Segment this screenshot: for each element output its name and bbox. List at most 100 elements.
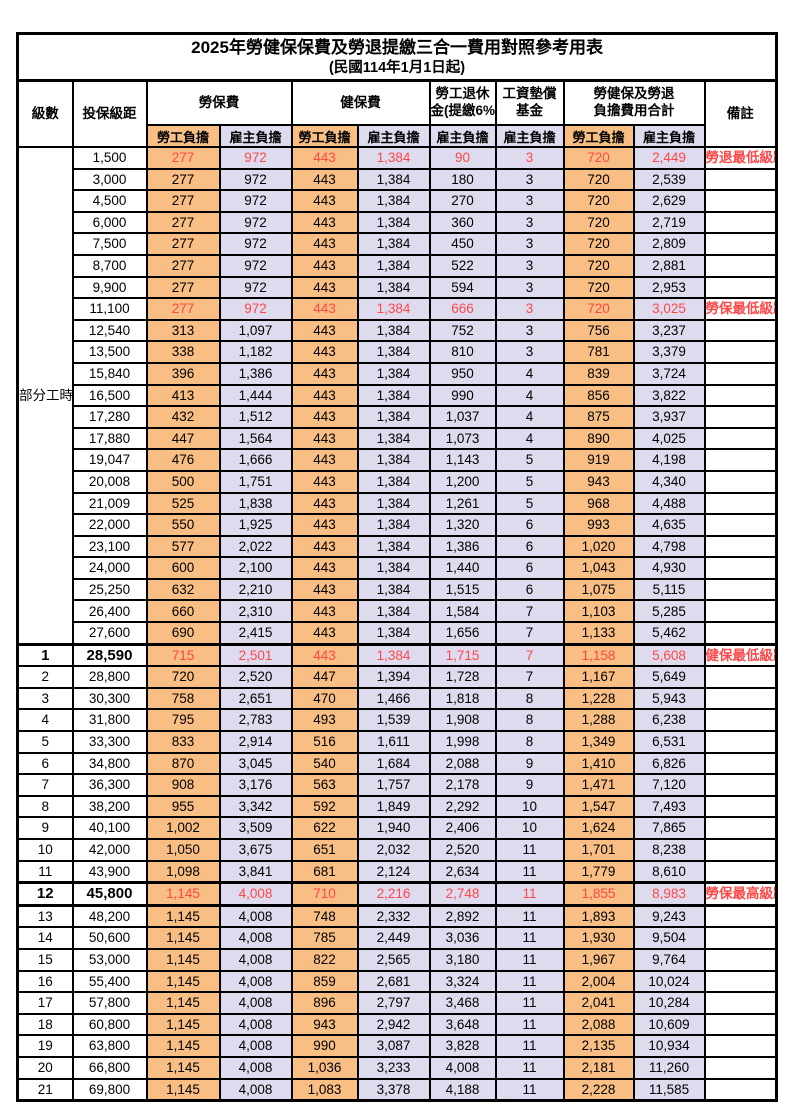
cell-wage-fund-employer: 3	[494, 253, 565, 278]
subheader-health-employer: 雇主負擔	[356, 124, 431, 148]
cell-health-employee: 1,036	[290, 1055, 359, 1080]
cell-bracket: 27,600	[71, 621, 148, 646]
cell-pension-employer: 1,073	[428, 426, 497, 451]
subheader-labor-employee: 勞工負擔	[145, 124, 221, 148]
cell-health-employer: 1,611	[356, 730, 431, 754]
cell-health-employee: 443	[290, 599, 359, 624]
cell-wage-fund-employer: 11	[494, 1055, 565, 1080]
table-row: 16,500 413 1,444 443 1,384 990 4 856 3,822	[18, 383, 778, 408]
cell-wage-fund-employer: 7	[494, 642, 565, 668]
cell-bracket: 8,700	[71, 253, 148, 278]
cell-health-employee: 443	[290, 577, 359, 602]
table-row: 4 31,800 795 2,783 493 1,539 1,908 8 1,288 6,238	[16, 708, 778, 733]
cell-pension-employer: 1,143	[428, 448, 497, 472]
cell-total-employer: 10,024	[632, 969, 706, 994]
cell-pension-employer: 2,892	[428, 904, 497, 929]
cell-health-employee: 1,083	[290, 1077, 359, 1102]
cell-total-employee: 1,893	[562, 904, 635, 929]
cell-health-employee: 443	[290, 405, 359, 429]
cell-labor-employer: 972	[218, 275, 293, 300]
cell-level: 18	[16, 1012, 74, 1037]
cell-remark: 勞保最低級距	[703, 297, 778, 321]
cell-labor-employee: 413	[145, 383, 221, 408]
table-row: 23,100 577 2,022 443 1,384 1,386 6 1,020 4,798	[18, 534, 778, 559]
cell-remark	[703, 991, 778, 1015]
cell-bracket: 38,200	[71, 794, 148, 819]
cell-level: 3	[16, 686, 74, 711]
cell-total-employer: 6,238	[632, 708, 706, 733]
cell-total-employer: 2,629	[632, 189, 706, 213]
cell-labor-employee: 277	[145, 189, 221, 213]
cell-level: 15	[16, 947, 74, 972]
header-pension-line1: 勞工退休	[435, 86, 490, 102]
cell-health-employer: 2,942	[356, 1012, 431, 1037]
cell-pension-employer: 1,908	[428, 708, 497, 733]
table-row: 20,008 500 1,751 443 1,384 1,200 5 943 4,340	[18, 469, 778, 494]
cell-level: 2	[16, 665, 74, 689]
cell-wage-fund-employer: 6	[494, 534, 565, 559]
cell-labor-employee: 1,145	[145, 947, 221, 972]
cell-health-employee: 622	[290, 816, 359, 840]
cell-health-employee: 748	[290, 904, 359, 929]
cell-pension-employer: 1,440	[428, 556, 497, 580]
cell-labor-employer: 4,008	[218, 1034, 293, 1058]
cell-labor-employee: 476	[145, 448, 221, 472]
cell-pension-employer: 2,634	[428, 859, 497, 884]
cell-remark	[703, 1012, 778, 1037]
cell-labor-employer: 1,925	[218, 513, 293, 537]
cell-total-employer: 8,238	[632, 838, 706, 862]
cell-total-employer: 4,798	[632, 534, 706, 559]
table-row: 14 50,600 1,145 4,008 785 2,449 3,036 11 1,930 9,…	[16, 926, 778, 950]
cell-health-employee: 822	[290, 947, 359, 972]
cell-total-employer: 2,809	[632, 232, 706, 256]
subheader-wage-fund-employer: 雇主負擔	[494, 124, 565, 148]
table-row: 7,500 277 972 443 1,384 450 3 720 2,809	[18, 232, 778, 256]
cell-pension-employer: 3,180	[428, 947, 497, 972]
cell-level: 10	[16, 838, 74, 862]
cell-total-employee: 875	[562, 405, 635, 429]
cell-bracket: 48,200	[71, 904, 148, 929]
table-row: 12 45,800 1,145 4,008 710 2,216 2,748 11 1,855 8,…	[16, 881, 778, 907]
cell-health-employee: 443	[290, 146, 359, 170]
cell-labor-employer: 1,564	[218, 426, 293, 451]
page-subtitle: (民國114年1月1日起)	[328, 59, 466, 76]
cell-health-employer: 1,384	[356, 297, 431, 321]
cell-health-employee: 443	[290, 534, 359, 559]
cell-pension-employer: 270	[428, 189, 497, 213]
cell-labor-employer: 1,182	[218, 340, 293, 364]
cell-health-employer: 3,233	[356, 1055, 431, 1080]
cell-health-employee: 443	[290, 340, 359, 364]
cell-total-employer: 4,198	[632, 448, 706, 472]
cell-total-employee: 720	[562, 210, 635, 235]
header-wage-fund-line2: 基金	[516, 103, 543, 118]
table-row: 3,000 277 972 443 1,384 180 3 720 2,539	[18, 167, 778, 192]
cell-labor-employer: 1,838	[218, 491, 293, 516]
table-row: 26,400 660 2,310 443 1,384 1,584 7 1,103 5,285	[18, 599, 778, 624]
cell-wage-fund-employer: 9	[494, 773, 565, 797]
cell-labor-employee: 338	[145, 340, 221, 364]
cell-pension-employer: 1,320	[428, 513, 497, 537]
cell-remark	[703, 599, 778, 624]
cell-pension-employer: 810	[428, 340, 497, 364]
cell-labor-employee: 795	[145, 708, 221, 733]
cell-total-employee: 968	[562, 491, 635, 516]
cell-labor-employer: 972	[218, 210, 293, 235]
cell-total-employee: 943	[562, 469, 635, 494]
cell-remark	[703, 275, 778, 300]
cell-pension-employer: 3,036	[428, 926, 497, 950]
cell-level: 20	[16, 1055, 74, 1080]
cell-bracket: 3,000	[71, 167, 148, 192]
table-row: 27,600 690 2,415 443 1,384 1,656 7 1,133 5,462	[18, 621, 778, 646]
cell-health-employer: 1,384	[356, 146, 431, 170]
cell-total-employee: 720	[562, 167, 635, 192]
cell-health-employer: 3,087	[356, 1034, 431, 1058]
cell-health-employer: 1,384	[356, 232, 431, 256]
cell-pension-employer: 4,008	[428, 1055, 497, 1080]
cell-remark	[703, 167, 778, 192]
cell-total-employer: 3,822	[632, 383, 706, 408]
header-group-row: 級數 投保級距 勞保費 健保費 勞工退休 金(提繳6%) 工資墊償 基金 勞健保…	[16, 79, 778, 148]
cell-wage-fund-employer: 8	[494, 730, 565, 754]
cell-total-employer: 8,610	[632, 859, 706, 884]
cell-remark	[703, 513, 778, 537]
